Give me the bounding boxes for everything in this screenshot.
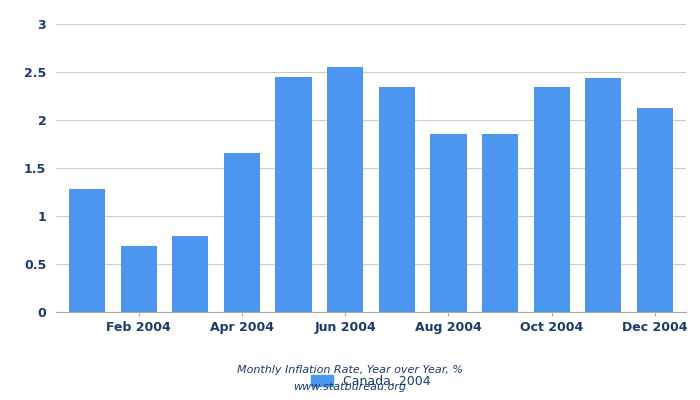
Bar	[379, 87, 415, 312]
Bar	[430, 134, 466, 312]
Bar	[276, 77, 312, 312]
Bar	[327, 67, 363, 312]
Text: Monthly Inflation Rate, Year over Year, %: Monthly Inflation Rate, Year over Year, …	[237, 365, 463, 375]
Legend: Canada, 2004: Canada, 2004	[306, 370, 436, 393]
Bar	[637, 108, 673, 312]
Bar	[585, 78, 622, 312]
Bar	[120, 246, 157, 312]
Bar	[69, 189, 105, 312]
Bar	[533, 87, 570, 312]
Bar	[172, 236, 209, 312]
Bar	[224, 153, 260, 312]
Text: www.statbureau.org: www.statbureau.org	[293, 382, 407, 392]
Bar	[482, 134, 518, 312]
